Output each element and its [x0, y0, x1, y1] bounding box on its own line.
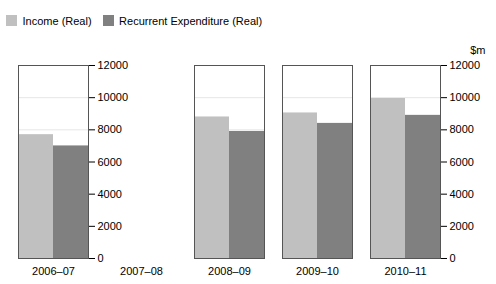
svg-text:2010–11: 2010–11	[384, 265, 426, 277]
svg-text:2008–09: 2008–09	[208, 265, 251, 277]
svg-text:4000: 4000	[450, 187, 474, 199]
svg-text:2000: 2000	[98, 219, 122, 231]
svg-text:$m: $m	[470, 44, 485, 56]
svg-text:8000: 8000	[450, 123, 474, 135]
svg-text:8000: 8000	[98, 123, 122, 135]
svg-text:0: 0	[450, 252, 456, 264]
svg-text:2000: 2000	[450, 219, 474, 231]
html-text:Income (Real): Income (Real)	[22, 14, 92, 27]
svg-text:6000: 6000	[98, 155, 122, 167]
svg-text:2006–07: 2006–07	[32, 265, 75, 277]
html-text:Recurrent Expenditure (Real): Recurrent Expenditure (Real)	[119, 14, 263, 27]
svg-text:10000: 10000	[450, 91, 481, 103]
svg-text:2009–10: 2009–10	[296, 265, 339, 277]
svg-text:10000: 10000	[98, 91, 129, 103]
svg-text:12000: 12000	[98, 59, 129, 71]
svg-text:2007–08: 2007–08	[120, 265, 163, 277]
svg-text:0: 0	[98, 252, 104, 264]
svg-text:12000: 12000	[450, 59, 481, 71]
svg-text:4000: 4000	[98, 187, 122, 199]
svg-text:6000: 6000	[450, 155, 474, 167]
